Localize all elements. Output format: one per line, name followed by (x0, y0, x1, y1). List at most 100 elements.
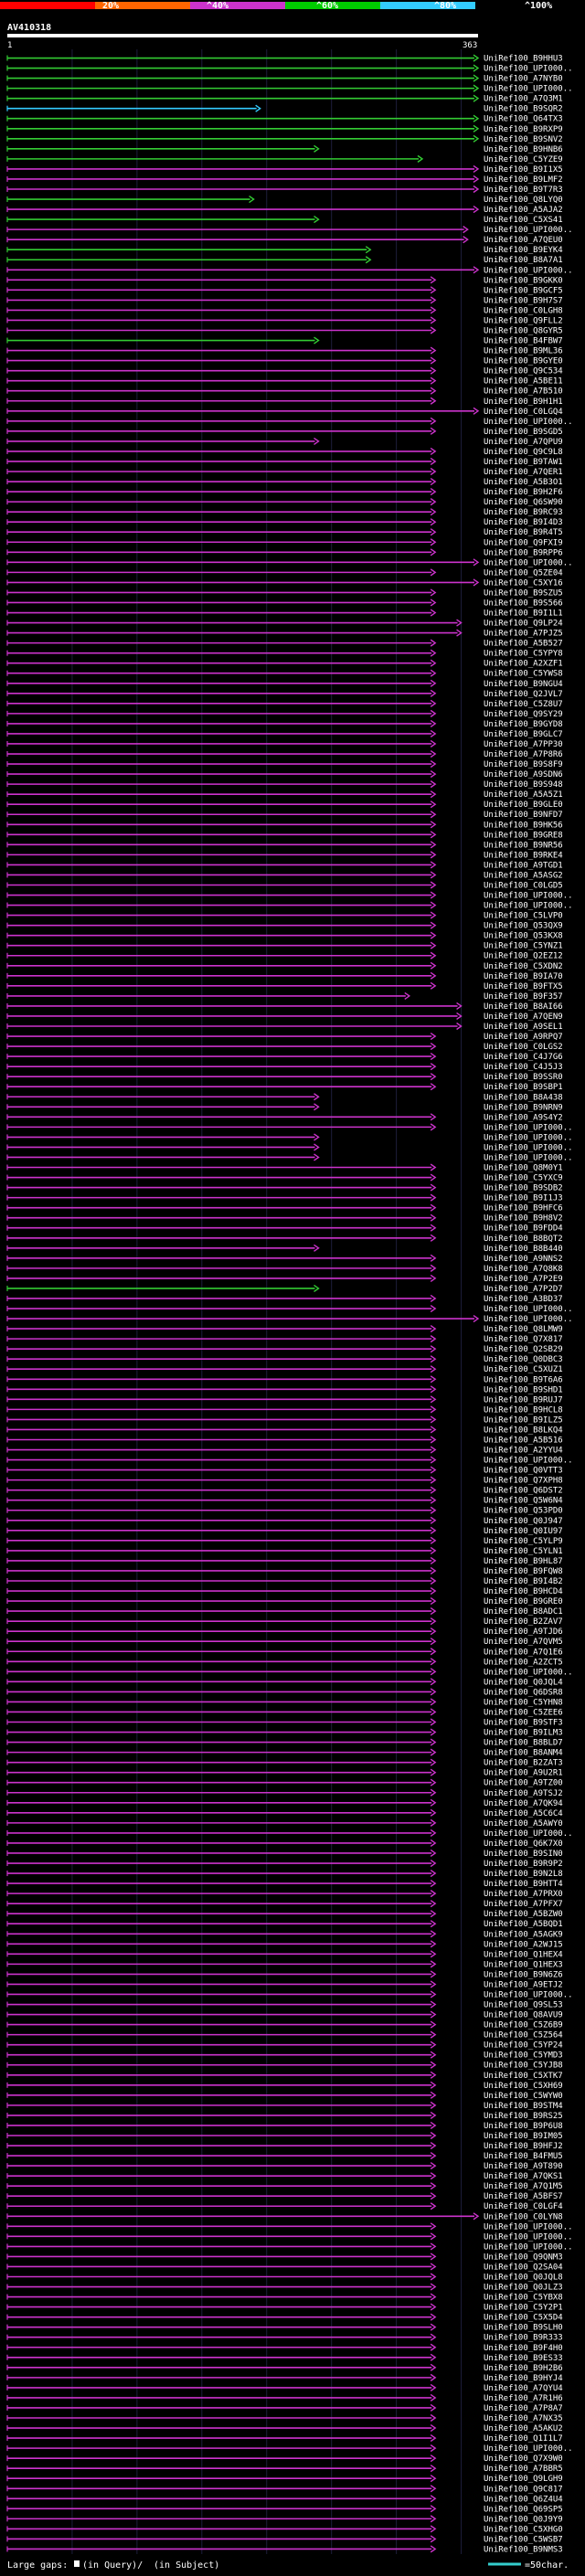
hit-label[interactable]: UniRef100_A7Q1M5 (484, 2182, 563, 2191)
hit-label[interactable]: UniRef100_C0LGD5 (484, 881, 563, 890)
hit-label[interactable]: UniRef100_B9H2F6 (484, 488, 563, 497)
hit-label[interactable]: UniRef100_A3BD37 (484, 1295, 563, 1304)
hit-label[interactable]: UniRef100_B9R9P2 (484, 1860, 563, 1869)
hit-label[interactable]: UniRef100_B9H1H1 (484, 398, 563, 407)
hit-label[interactable]: UniRef100_Q9LGH9 (484, 2475, 563, 2484)
hit-label[interactable]: UniRef100_B9N6Z6 (484, 1970, 563, 1979)
hit-label[interactable]: UniRef100_Q0DBC3 (484, 1355, 563, 1364)
hit-label[interactable]: UniRef100_Q2SA04 (484, 2263, 563, 2272)
hit-label[interactable]: UniRef100_B9T6A6 (484, 1375, 563, 1384)
hit-label[interactable]: UniRef100_Q7X9W0 (484, 2454, 563, 2464)
hit-label[interactable]: UniRef100_UPI000.. (484, 418, 573, 427)
hit-label[interactable]: UniRef100_B9STM4 (484, 2102, 563, 2111)
hit-label[interactable]: UniRef100_Q7XPH8 (484, 1477, 563, 1486)
hit-label[interactable]: UniRef100_UPI000.. (484, 85, 573, 94)
hit-label[interactable]: UniRef100_B8LKQ4 (484, 1426, 563, 1435)
hit-label[interactable]: UniRef100_Q0JLZ3 (484, 2284, 563, 2293)
hit-label[interactable]: UniRef100_B9RS25 (484, 2112, 563, 2121)
hit-label[interactable]: UniRef100_B9HCD4 (484, 1587, 563, 1596)
hit-label[interactable]: UniRef100_A5BE11 (484, 377, 563, 387)
hit-label[interactable]: UniRef100_A2ZCT5 (484, 1658, 563, 1667)
hit-label[interactable]: UniRef100_A7P8A7 (484, 2404, 563, 2413)
hit-label[interactable]: UniRef100_C5XH69 (484, 2082, 563, 2091)
hit-label[interactable]: UniRef100_Q1HEX4 (484, 1950, 563, 1959)
hit-label[interactable]: UniRef100_B9HCL8 (484, 1405, 563, 1415)
hit-label[interactable]: UniRef100_B9GRE8 (484, 831, 563, 840)
hit-label[interactable]: UniRef100_Q0VTT3 (484, 1467, 563, 1476)
hit-label[interactable]: UniRef100_Q9LP24 (484, 620, 563, 629)
hit-label[interactable]: UniRef100_B9RC93 (484, 508, 563, 517)
hit-label[interactable]: UniRef100_B4FBW7 (484, 337, 563, 346)
hit-label[interactable]: UniRef100_B9SSR0 (484, 1073, 563, 1082)
hit-label[interactable]: UniRef100_A5B527 (484, 640, 563, 649)
hit-label[interactable]: UniRef100_B9HHU3 (484, 55, 563, 64)
hit-label[interactable]: UniRef100_A9TZ00 (484, 1779, 563, 1788)
hit-label[interactable]: UniRef100_C5YJB8 (484, 2062, 563, 2071)
hit-label[interactable]: UniRef100_Q9FXI9 (484, 538, 563, 547)
hit-label[interactable]: UniRef100_B9NGU4 (484, 680, 563, 689)
hit-label[interactable]: UniRef100_Q6SW90 (484, 498, 563, 507)
hit-label[interactable]: UniRef100_Q8GYR5 (484, 326, 563, 335)
hit-label[interactable]: UniRef100_A7PRX0 (484, 1890, 563, 1899)
hit-label[interactable]: UniRef100_B9SDB2 (484, 1184, 563, 1193)
hit-label[interactable]: UniRef100_C5YWS8 (484, 670, 563, 679)
hit-label[interactable]: UniRef100_A7NYB0 (484, 75, 563, 84)
hit-label[interactable]: UniRef100_B9FTX5 (484, 982, 563, 991)
hit-label[interactable]: UniRef100_Q69SP5 (484, 2505, 563, 2514)
hit-label[interactable]: UniRef100_Q9SL53 (484, 2001, 563, 2010)
hit-label[interactable]: UniRef100_B8BLD7 (484, 1739, 563, 1748)
hit-label[interactable]: UniRef100_B8A438 (484, 1093, 563, 1102)
hit-label[interactable]: UniRef100_B9F357 (484, 992, 563, 1002)
hit-label[interactable]: UniRef100_C4J7G6 (484, 1053, 563, 1062)
hit-label[interactable]: UniRef100_Q7X817 (484, 1335, 563, 1344)
hit-label[interactable]: UniRef100_A5A5Z1 (484, 790, 563, 800)
hit-label[interactable]: UniRef100_B9IM05 (484, 2132, 563, 2141)
hit-label[interactable]: UniRef100_Q9SY29 (484, 710, 563, 719)
hit-label[interactable]: UniRef100_C5WSB7 (484, 2535, 563, 2544)
hit-label[interactable]: UniRef100_A2WJ15 (484, 1940, 563, 1949)
hit-label[interactable]: UniRef100_A5ASG2 (484, 871, 563, 880)
hit-label[interactable]: UniRef100_B9RPP6 (484, 548, 563, 557)
hit-label[interactable]: UniRef100_UPI000.. (484, 65, 573, 74)
hit-label[interactable]: UniRef100_A9U2R1 (484, 1769, 563, 1778)
hit-label[interactable]: UniRef100_A9SEL1 (484, 1023, 563, 1032)
hit-label[interactable]: UniRef100_B9SNV2 (484, 135, 563, 144)
hit-label[interactable]: UniRef100_Q9C817 (484, 2485, 563, 2494)
hit-label[interactable]: UniRef100_Q1HEX3 (484, 1960, 563, 1969)
hit-label[interactable]: UniRef100_C5YP24 (484, 2041, 563, 2051)
hit-label[interactable]: UniRef100_Q9C534 (484, 367, 563, 376)
hit-label[interactable]: UniRef100_UPI000.. (484, 1153, 573, 1162)
hit-label[interactable]: UniRef100_B9ML36 (484, 347, 563, 356)
hit-label[interactable]: UniRef100_A7Q3M1 (484, 95, 563, 104)
hit-label[interactable]: UniRef100_C0LYN8 (484, 2212, 563, 2221)
hit-label[interactable]: UniRef100_C5Y2P1 (484, 2304, 563, 2313)
hit-label[interactable]: UniRef100_A7QYU4 (484, 2384, 563, 2393)
hit-label[interactable]: UniRef100_B9I1J3 (484, 1194, 563, 1203)
hit-label[interactable]: UniRef100_A9TSJ2 (484, 1789, 563, 1798)
hit-label[interactable]: UniRef100_A7NX35 (484, 2414, 563, 2423)
hit-label[interactable]: UniRef100_B8ANM4 (484, 1749, 563, 1758)
hit-label[interactable]: UniRef100_B9I1L1 (484, 610, 563, 619)
hit-label[interactable]: UniRef100_B9HNB6 (484, 145, 563, 154)
hit-label[interactable]: UniRef100_A7B510 (484, 387, 563, 397)
hit-label[interactable]: UniRef100_Q5ZE04 (484, 568, 563, 578)
hit-label[interactable]: UniRef100_B9H8V2 (484, 1214, 563, 1224)
hit-label[interactable]: UniRef100_B9HFC6 (484, 1204, 563, 1214)
hit-label[interactable]: UniRef100_C0LGF4 (484, 2202, 563, 2211)
hit-label[interactable]: UniRef100_B2ZAT3 (484, 1759, 563, 1768)
hit-label[interactable]: UniRef100_C4J5J3 (484, 1063, 563, 1072)
hit-label[interactable]: UniRef100_UPI000.. (484, 2222, 573, 2231)
hit-label[interactable]: UniRef100_A9ETJ2 (484, 1980, 563, 1989)
hit-label[interactable]: UniRef100_C5YPY8 (484, 650, 563, 659)
hit-label[interactable]: UniRef100_B9SQR2 (484, 105, 563, 114)
hit-label[interactable]: UniRef100_B9HTT4 (484, 1880, 563, 1889)
hit-label[interactable]: UniRef100_C5YLN1 (484, 1547, 563, 1556)
hit-label[interactable]: UniRef100_Q53QX9 (484, 922, 563, 931)
hit-label[interactable]: UniRef100_A7PP30 (484, 740, 563, 749)
hit-label[interactable]: UniRef100_A7PFX7 (484, 1900, 563, 1909)
hit-label[interactable]: UniRef100_C5YNZ1 (484, 942, 563, 951)
hit-label[interactable]: UniRef100_UPI000.. (484, 1315, 573, 1324)
hit-label[interactable]: UniRef100_UPI000.. (484, 1143, 573, 1152)
hit-label[interactable]: UniRef100_B9HL87 (484, 1557, 563, 1566)
hit-label[interactable]: UniRef100_Q64TX3 (484, 115, 563, 124)
